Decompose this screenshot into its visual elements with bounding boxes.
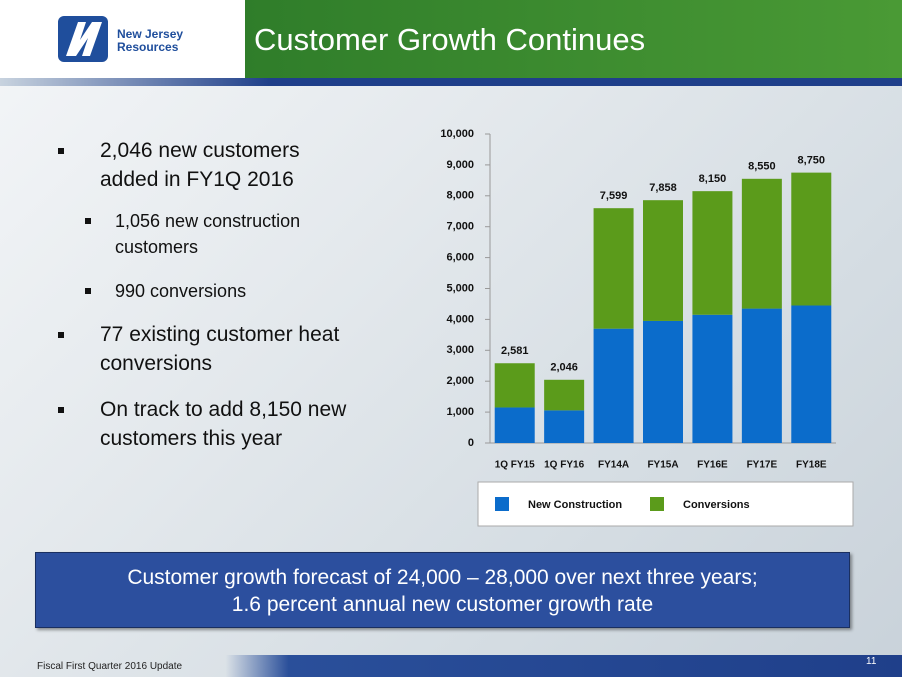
x-tick-label: FY18E bbox=[796, 460, 827, 471]
legend-label: New Construction bbox=[528, 499, 622, 511]
y-tick-label: 3,000 bbox=[446, 344, 474, 356]
callout-line: Customer growth forecast of 24,000 – 28,… bbox=[127, 566, 758, 589]
bullet-text: On track to add 8,150 new bbox=[100, 398, 347, 421]
bullet: On track to add 8,150 new customers this … bbox=[58, 395, 347, 453]
x-tick-label: FY17E bbox=[747, 460, 778, 471]
bar-segment bbox=[593, 328, 634, 443]
logo-text: New Jersey bbox=[117, 27, 184, 41]
x-tick-label: FY16E bbox=[697, 460, 728, 471]
logo-area: New Jersey Resources bbox=[0, 0, 245, 78]
total-label: 8,750 bbox=[798, 155, 826, 167]
y-tick-label: 4,000 bbox=[446, 313, 474, 325]
bullet-marker bbox=[58, 148, 64, 154]
x-tick-label: FY14A bbox=[598, 460, 629, 471]
title-banner bbox=[245, 0, 902, 78]
footer-bar bbox=[0, 655, 902, 677]
y-tick-label: 9,000 bbox=[446, 159, 474, 171]
total-label: 7,599 bbox=[600, 190, 628, 202]
bullet: 2,046 new customers added in FY1Q 2016 bbox=[58, 136, 300, 194]
bullet-text: 77 existing customer heat bbox=[100, 323, 340, 346]
total-label: 8,150 bbox=[699, 173, 727, 185]
bar-segment bbox=[643, 320, 683, 443]
y-tick-label: 8,000 bbox=[446, 190, 474, 202]
header-rule bbox=[0, 78, 902, 86]
footer-text: Fiscal First Quarter 2016 Update bbox=[37, 661, 183, 672]
bar-segment bbox=[791, 172, 832, 306]
bullet-marker bbox=[58, 407, 64, 413]
logo-text: Resources bbox=[117, 40, 179, 54]
bar-segment bbox=[791, 305, 832, 443]
legend-swatch bbox=[650, 497, 664, 511]
bar-segment bbox=[593, 208, 634, 329]
slide-title: Customer Growth Continues bbox=[254, 22, 646, 57]
bar-segment bbox=[741, 178, 782, 309]
y-tick-label: 10,000 bbox=[440, 128, 474, 140]
y-tick-label: 0 bbox=[468, 437, 474, 449]
bullet-text: added in FY1Q 2016 bbox=[100, 168, 294, 191]
callout-line: 1.6 percent annual new customer growth r… bbox=[231, 593, 654, 616]
bar-segment bbox=[494, 407, 535, 443]
bar-segment bbox=[544, 379, 585, 411]
bar-segment bbox=[494, 363, 535, 408]
bar-segment bbox=[544, 410, 585, 443]
logo-icon bbox=[58, 16, 108, 62]
bullet-marker bbox=[58, 332, 64, 338]
bullet-text: conversions bbox=[100, 352, 213, 375]
y-tick-label: 6,000 bbox=[446, 252, 474, 264]
bullet-marker bbox=[85, 288, 91, 294]
page-number: 11 bbox=[866, 656, 877, 667]
bullet-text: 1,056 new construction bbox=[115, 211, 301, 231]
legend-box bbox=[477, 481, 854, 527]
x-tick-label: FY15A bbox=[647, 460, 678, 471]
y-tick-label: 5,000 bbox=[446, 282, 474, 294]
y-tick-label: 2,000 bbox=[446, 375, 474, 387]
bar-segment bbox=[692, 314, 733, 443]
y-tick-label: 7,000 bbox=[446, 221, 474, 233]
bullet-text: customers bbox=[115, 237, 199, 257]
bullet: 990 conversions bbox=[85, 278, 247, 304]
bullet-text: 990 conversions bbox=[115, 281, 247, 301]
x-tick-label: 1Q FY16 bbox=[544, 460, 584, 471]
bullet-text: customers this year bbox=[100, 427, 283, 450]
bar-segment bbox=[741, 308, 782, 443]
bar-segment bbox=[692, 191, 733, 315]
legend-label: Conversions bbox=[683, 499, 750, 511]
total-label: 2,581 bbox=[501, 345, 529, 357]
legend-swatch bbox=[495, 497, 509, 511]
bullet: 1,056 new construction customers bbox=[85, 208, 301, 260]
total-label: 2,046 bbox=[550, 362, 578, 374]
bullet-marker bbox=[85, 218, 91, 224]
bullet-text: 2,046 new customers bbox=[100, 139, 300, 162]
x-tick-label: 1Q FY15 bbox=[495, 460, 535, 471]
total-label: 8,550 bbox=[748, 161, 776, 173]
bullet: 77 existing customer heat conversions bbox=[58, 320, 340, 378]
bar-segment bbox=[643, 200, 683, 321]
total-label: 7,858 bbox=[649, 182, 677, 194]
y-tick-label: 1,000 bbox=[446, 406, 474, 418]
callout: Customer growth forecast of 24,000 – 28,… bbox=[35, 552, 850, 628]
